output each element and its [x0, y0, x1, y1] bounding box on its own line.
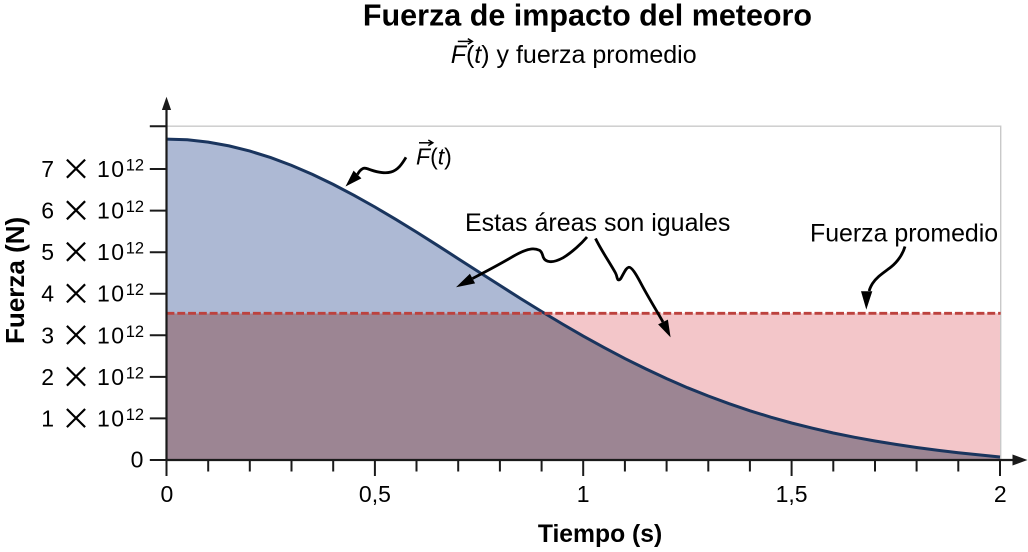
svg-text:12: 12 [126, 364, 144, 382]
svg-text:7: 7 [41, 156, 54, 182]
svg-text:6: 6 [41, 198, 54, 224]
svg-text:2: 2 [41, 364, 54, 390]
svg-text:1: 1 [577, 481, 590, 507]
svg-text:10: 10 [97, 198, 126, 224]
svg-text:10: 10 [97, 281, 126, 307]
svg-text:Fuerza (N): Fuerza (N) [0, 217, 30, 344]
svg-text:10: 10 [97, 156, 126, 182]
svg-text:10: 10 [97, 364, 126, 390]
svg-text:1,5: 1,5 [776, 481, 808, 507]
svg-text:F(t) y fuerza promedio: F(t) y fuerza promedio [451, 41, 697, 69]
svg-text:3: 3 [41, 322, 54, 348]
svg-text:Tiempo (s): Tiempo (s) [538, 521, 662, 548]
svg-text:0: 0 [131, 446, 144, 472]
svg-text:Fuerza promedio: Fuerza promedio [810, 220, 998, 248]
svg-text:12: 12 [126, 323, 144, 341]
svg-text:4: 4 [41, 281, 54, 307]
svg-text:12: 12 [126, 406, 144, 424]
svg-text:10: 10 [97, 239, 126, 265]
svg-text:12: 12 [126, 281, 144, 299]
svg-text:12: 12 [126, 157, 144, 175]
svg-text:F(t): F(t) [416, 143, 452, 169]
svg-text:12: 12 [126, 198, 144, 216]
svg-text:12: 12 [126, 240, 144, 258]
svg-text:Fuerza de impacto del meteoro: Fuerza de impacto del meteoro [363, 0, 812, 33]
svg-text:5: 5 [41, 239, 54, 265]
svg-text:1: 1 [41, 405, 54, 431]
svg-text:0: 0 [161, 481, 174, 507]
svg-text:0,5: 0,5 [359, 481, 391, 507]
svg-text:Estas áreas son iguales: Estas áreas son iguales [465, 209, 730, 237]
svg-text:2: 2 [994, 481, 1007, 507]
svg-text:10: 10 [97, 405, 126, 431]
svg-text:10: 10 [97, 322, 126, 348]
